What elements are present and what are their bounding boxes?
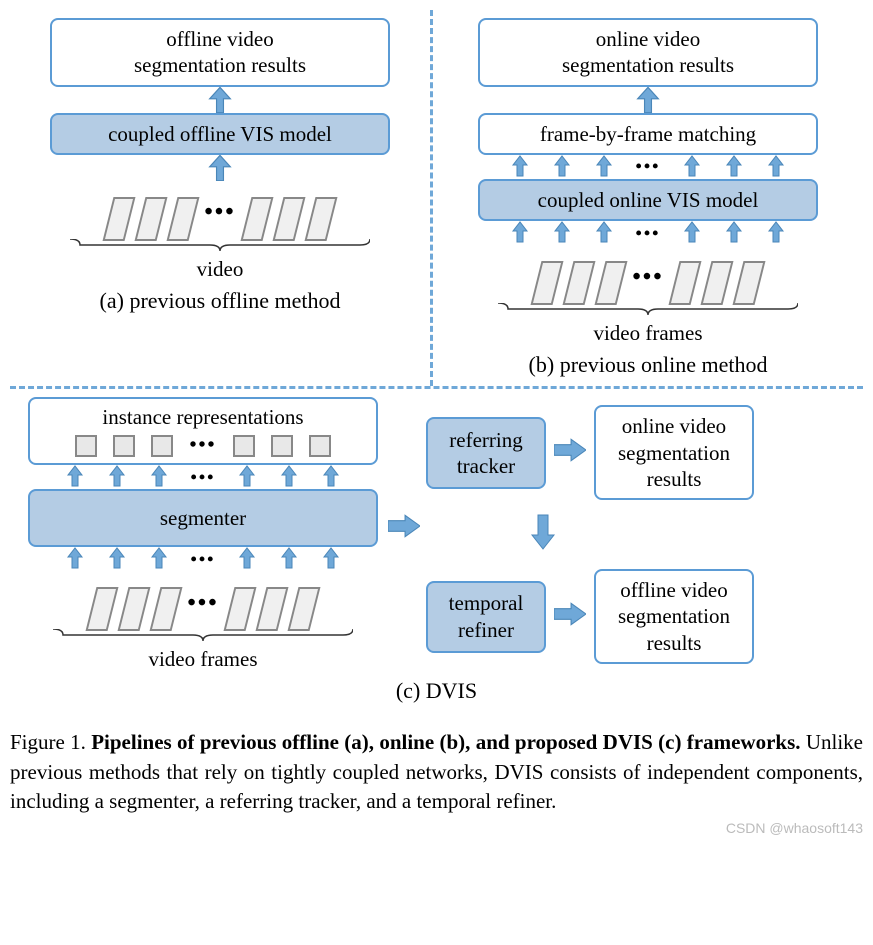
frame-icon: [272, 197, 305, 241]
instance-icon: [309, 435, 331, 457]
instance-icon: [271, 435, 293, 457]
figure-caption: Figure 1. Pipelines of previous offline …: [10, 728, 863, 816]
panel-c: instance representations ••• ••• segment…: [10, 386, 863, 712]
frame-icon: [595, 261, 628, 305]
ellipsis-icon: •••: [636, 156, 661, 177]
frame-icon: [531, 261, 564, 305]
figure-diagram: offline video segmentation results coupl…: [10, 10, 863, 712]
video-frames: •••: [18, 575, 388, 631]
arrow-row: •••: [18, 547, 388, 571]
tracker-box: referring tracker: [426, 417, 546, 489]
segmenter-box: segmenter: [28, 489, 378, 547]
frame-icon: [287, 587, 320, 631]
video-frames: •••: [18, 185, 422, 241]
frames-label: video frames: [18, 647, 388, 672]
arrow-row: •••: [441, 221, 855, 245]
instance-icon: [113, 435, 135, 457]
frame-icon: [304, 197, 337, 241]
ellipsis-icon: •••: [191, 467, 216, 488]
online-model-box: coupled online VIS model: [478, 179, 818, 221]
frame-icon: [732, 261, 765, 305]
ellipsis-icon: •••: [189, 434, 216, 457]
brace-icon: [18, 241, 422, 255]
panel-c-caption: (c) DVIS: [18, 678, 855, 704]
arrow-row: •••: [18, 465, 388, 489]
offline-result-box: offline video segmentation results: [594, 569, 754, 664]
frame-icon: [118, 587, 151, 631]
arrow-up-icon: [441, 87, 855, 113]
frame-icon: [86, 587, 119, 631]
frame-icon: [563, 261, 596, 305]
frame-icon: [167, 197, 200, 241]
arrow-up-icon: [18, 155, 422, 181]
arrow-down-icon: [426, 514, 855, 555]
matching-box: frame-by-frame matching: [478, 113, 818, 155]
panel-b: online video segmentation results frame-…: [430, 10, 863, 386]
frame-icon: [255, 587, 288, 631]
ellipsis-icon: •••: [636, 223, 661, 244]
ellipsis-icon: •••: [632, 264, 663, 291]
offline-model-box: coupled offline VIS model: [50, 113, 390, 155]
panel-a-caption: (a) previous offline method: [18, 288, 422, 314]
frame-icon: [668, 261, 701, 305]
brace-icon: [441, 305, 855, 319]
ellipsis-icon: •••: [187, 590, 218, 617]
online-result-box: online video segmentation results: [478, 18, 818, 87]
watermark: CSDN @whaosoft143: [10, 820, 863, 836]
video-label: video: [18, 257, 422, 282]
arrow-right-icon: [554, 601, 586, 632]
frame-icon: [135, 197, 168, 241]
frame-icon: [240, 197, 273, 241]
arrow-up-icon: [18, 87, 422, 113]
frames-label: video frames: [441, 321, 855, 346]
refiner-box: temporal refiner: [426, 581, 546, 653]
frame-icon: [700, 261, 733, 305]
instance-icon: [151, 435, 173, 457]
caption-bold: Pipelines of previous offline (a), onlin…: [91, 730, 800, 754]
panel-a: offline video segmentation results coupl…: [10, 10, 430, 386]
panel-b-caption: (b) previous online method: [441, 352, 855, 378]
arrow-right-icon: [554, 437, 586, 468]
frame-icon: [150, 587, 183, 631]
offline-result-box: offline video segmentation results: [50, 18, 390, 87]
online-result-box: online video segmentation results: [594, 405, 754, 500]
instance-icon: [233, 435, 255, 457]
instances-box: instance representations •••: [28, 397, 378, 465]
frame-icon: [223, 587, 256, 631]
instance-icon: [75, 435, 97, 457]
brace-icon: [18, 631, 388, 645]
arrow-row: •••: [441, 155, 855, 179]
ellipsis-icon: •••: [191, 549, 216, 570]
instances-label: instance representations: [38, 405, 368, 430]
ellipsis-icon: •••: [204, 199, 235, 226]
arrow-right-icon: [388, 526, 420, 544]
video-frames: •••: [441, 249, 855, 305]
frame-icon: [103, 197, 136, 241]
caption-lead: Figure 1.: [10, 730, 91, 754]
